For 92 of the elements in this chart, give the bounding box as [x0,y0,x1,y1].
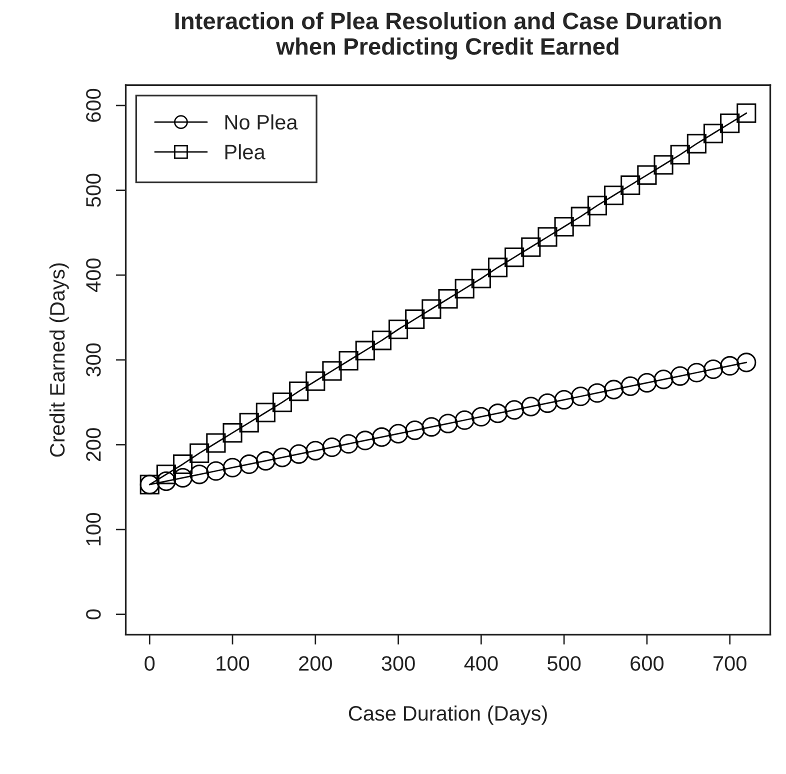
y-tick-label: 200 [86,428,101,462]
point [338,434,358,454]
point [488,404,508,424]
y-axis-title: Credit Earned (Days) [49,263,69,457]
point [322,361,342,381]
point [172,468,193,488]
point [736,103,756,123]
point [289,381,309,402]
x-tick-label: 500 [548,656,581,671]
point [570,386,590,406]
point [587,383,608,403]
point [554,390,574,410]
point [388,320,408,340]
point [338,350,358,371]
point [471,406,491,427]
point [720,114,740,134]
point [190,443,210,463]
point [521,396,541,416]
y-tick-label: 300 [86,343,101,376]
point [222,423,242,443]
legend-label: Plea [225,144,266,160]
y-tick-label: 0 [86,609,101,620]
point [306,440,326,460]
point [322,437,342,458]
point [190,464,210,484]
point [454,278,474,298]
point [554,216,574,237]
x-tick-label: 400 [464,656,498,671]
point [454,410,474,430]
point [256,451,276,471]
point [206,461,226,481]
point [686,134,706,154]
point [372,330,392,350]
point [620,376,640,396]
point [686,362,706,382]
point [471,268,491,288]
point [156,471,176,491]
point [306,371,326,391]
point [256,402,276,422]
point [604,380,624,400]
point [239,412,259,432]
point [156,464,176,484]
point [620,175,640,196]
point [405,309,425,329]
point [538,227,558,247]
point [272,448,292,468]
point [272,392,292,412]
point [736,352,756,372]
point [372,427,392,447]
point [388,424,408,444]
point [504,248,524,268]
x-tick-label: 700 [714,656,746,671]
point [504,400,524,420]
point [670,366,690,386]
point [239,454,259,474]
x-tick-label: 100 [216,656,250,671]
point [604,186,624,206]
chart-title: Interaction of Plea Resolution and Case Duration when Predicting Credit Earned [175,12,721,60]
point [521,237,541,257]
y-tick-label: 100 [86,512,101,546]
point [637,165,657,185]
point [172,454,193,474]
point [355,430,375,450]
y-tick-label: 400 [86,258,101,292]
point [637,373,657,393]
point [222,458,242,478]
point [587,196,608,216]
point [355,340,375,360]
point [570,206,590,226]
y-tick-label: 500 [86,174,101,207]
point [703,359,724,380]
point [488,258,508,278]
x-tick-label: 0 [144,656,155,671]
point [654,155,674,175]
y-tick-label: 600 [86,88,101,122]
point [703,124,724,144]
point [538,393,558,413]
legend-label: No Plea [225,114,298,130]
point [438,414,458,434]
point [422,417,442,437]
point [654,370,674,390]
point [289,444,309,464]
point [422,299,442,319]
x-tick-label: 200 [299,656,332,671]
point [720,356,740,376]
x-axis-title: Case Duration (Days) [348,705,547,725]
point [405,420,425,440]
x-tick-label: 300 [382,656,415,671]
x-tick-label: 600 [630,656,664,671]
point [206,433,226,453]
point [670,144,690,164]
point [438,289,458,309]
